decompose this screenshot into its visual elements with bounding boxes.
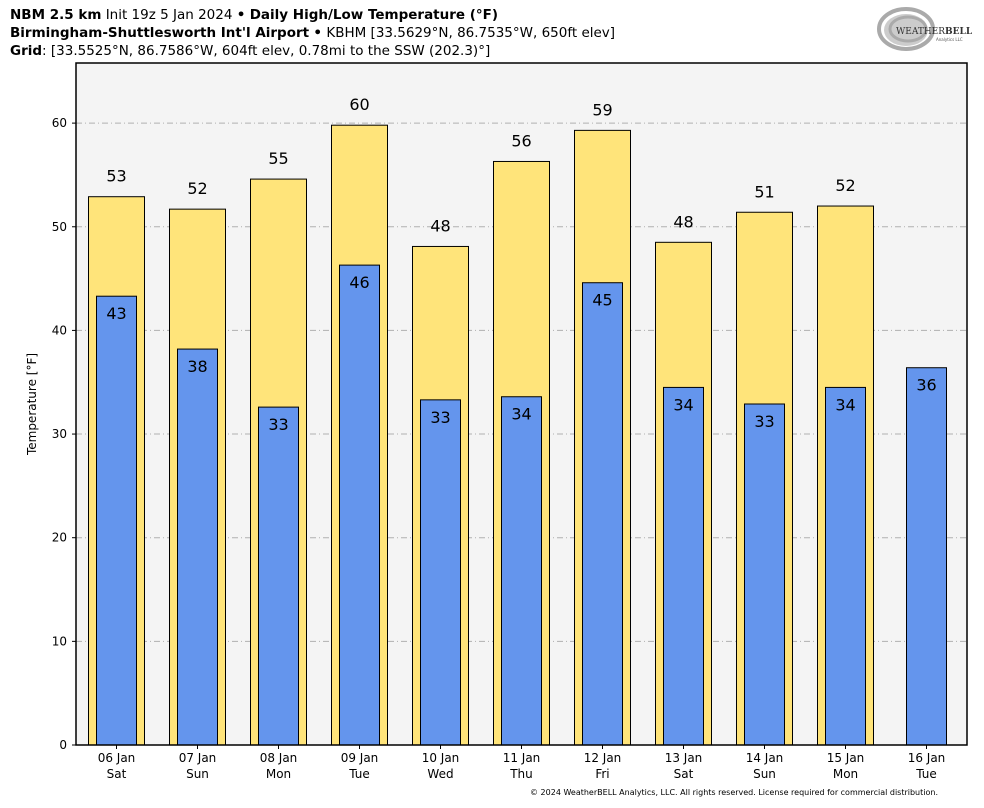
low-temp-label: 43 (106, 304, 126, 323)
x-tick-date: 15 Jan (827, 751, 865, 765)
low-temp-bar (501, 396, 542, 746)
y-tick-label: 60 (52, 116, 67, 130)
title-line-3: Grid: [33.5525°N, 86.7586°W, 604ft elev,… (10, 42, 490, 60)
low-temp-label: 34 (511, 405, 531, 424)
copyright-footer: © 2024 WeatherBELL Analytics, LLC. All r… (530, 788, 938, 797)
low-temp-bar (825, 386, 866, 746)
x-tick-date: 14 Jan (746, 751, 784, 765)
x-tick-day: Thu (509, 767, 533, 781)
svg-text:WEATHERBELL: WEATHERBELL (896, 27, 972, 37)
low-temp-label: 33 (268, 415, 288, 434)
low-temp-label: 33 (754, 412, 774, 431)
y-axis-label: Temperature [°F] (25, 353, 39, 456)
x-tick-day: Tue (348, 767, 370, 781)
low-temp-label: 38 (187, 357, 207, 376)
product-name: Daily High/Low Temperature (°F) (249, 7, 499, 23)
high-temp-label: 51 (754, 182, 774, 201)
x-tick-day: Wed (427, 767, 453, 781)
low-temp-bar (582, 282, 623, 746)
x-tick-date: 06 Jan (98, 751, 136, 765)
low-temp-label: 36 (916, 376, 936, 395)
separator: • (313, 25, 323, 41)
x-tick-day: Sun (186, 767, 209, 781)
y-tick-label: 0 (59, 738, 67, 752)
y-tick-label: 30 (52, 427, 67, 441)
low-temp-bar (258, 406, 299, 746)
low-temp-label: 34 (835, 395, 855, 414)
high-temp-label: 48 (430, 216, 450, 235)
x-tick-date: 07 Jan (179, 751, 217, 765)
high-temp-label: 59 (592, 100, 612, 119)
svg-text:Analytics LLC: Analytics LLC (936, 37, 963, 42)
high-temp-label: 52 (187, 179, 207, 198)
x-tick-day: Mon (266, 767, 291, 781)
x-tick-day: Mon (833, 767, 858, 781)
grid-label: Grid (10, 43, 43, 59)
y-tick-label: 10 (52, 634, 67, 648)
x-tick-date: 10 Jan (422, 751, 460, 765)
low-temp-label: 34 (673, 395, 693, 414)
station-info: KBHM [33.5629°N, 86.7535°W, 650ft elev] (326, 25, 616, 41)
x-tick-date: 16 Jan (908, 751, 946, 765)
separator: • (236, 7, 246, 23)
high-temp-label: 53 (106, 167, 126, 186)
low-temp-bar (420, 399, 461, 746)
low-temp-bar (906, 367, 947, 746)
x-tick-date: 11 Jan (503, 751, 541, 765)
low-temp-label: 45 (592, 291, 612, 310)
grid-info: : [33.5525°N, 86.7586°W, 604ft elev, 0.7… (42, 43, 491, 59)
x-tick-day: Fri (595, 767, 609, 781)
low-temp-bar (339, 264, 380, 746)
weatherbell-logo: WEATHERBELL Analytics LLC (877, 7, 972, 51)
high-temp-label: 48 (673, 212, 693, 231)
x-tick-date: 08 Jan (260, 751, 298, 765)
plot-frame (75, 62, 968, 746)
x-tick-day: Tue (915, 767, 937, 781)
low-temp-bar (663, 386, 704, 746)
x-tick-date: 13 Jan (665, 751, 703, 765)
high-temp-label: 56 (511, 131, 531, 150)
low-temp-bar (744, 403, 785, 746)
high-temp-label: 52 (835, 176, 855, 195)
x-tick-day: Sat (107, 767, 127, 781)
low-temp-bar (96, 295, 137, 746)
y-tick-label: 50 (52, 220, 67, 234)
y-tick-label: 20 (52, 531, 67, 545)
high-temp-label: 60 (349, 95, 369, 114)
y-tick-label: 40 (52, 323, 67, 337)
x-tick-date: 09 Jan (341, 751, 379, 765)
init-time: Init 19z 5 Jan 2024 (105, 7, 233, 23)
low-temp-label: 33 (430, 408, 450, 427)
low-temp-bar (177, 348, 218, 746)
title-line-1: NBM 2.5 km Init 19z 5 Jan 2024 • Daily H… (10, 6, 498, 24)
model-name: NBM 2.5 km (10, 7, 102, 23)
low-temp-label: 46 (349, 273, 369, 292)
station-name: Birmingham-Shuttlesworth Int'l Airport (10, 25, 310, 41)
x-tick-day: Sun (753, 767, 776, 781)
title-line-2: Birmingham-Shuttlesworth Int'l Airport •… (10, 24, 615, 42)
x-tick-day: Sat (674, 767, 694, 781)
x-tick-date: 12 Jan (584, 751, 622, 765)
high-temp-label: 55 (268, 149, 288, 168)
